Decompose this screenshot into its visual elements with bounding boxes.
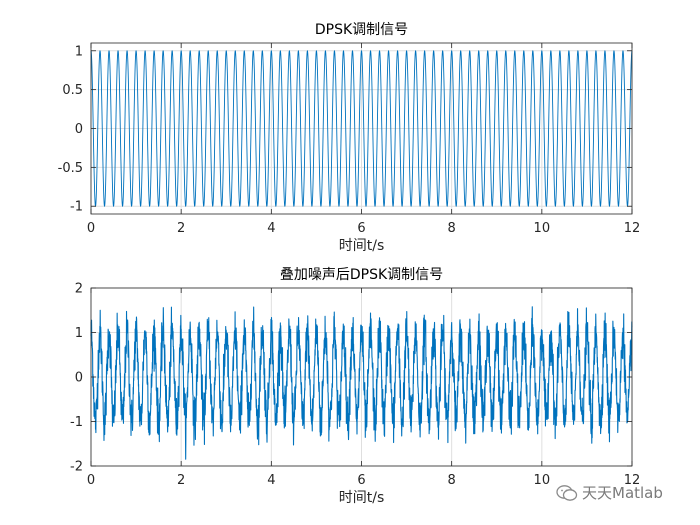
x-tick-label: 4 — [267, 221, 275, 236]
y-tick-label: 0 — [75, 122, 83, 137]
x-tick-label: 12 — [624, 221, 641, 236]
chart-title: DPSK调制信号 — [315, 22, 408, 38]
x-tick-label: 6 — [357, 473, 365, 488]
wechat-icon — [556, 484, 578, 501]
x-tick-label: 2 — [177, 473, 185, 488]
signal-line — [90, 306, 633, 460]
x-axis-label: 时间t/s — [339, 490, 385, 506]
x-tick-label: 10 — [534, 221, 551, 236]
y-tick-label: 0.5 — [62, 83, 83, 98]
signal-line — [90, 50, 633, 207]
x-tick-label: 6 — [357, 221, 365, 236]
y-tick-label: -1 — [70, 415, 83, 430]
x-tick-label: 0 — [87, 221, 95, 236]
x-tick-label: 0 — [87, 473, 95, 488]
y-tick-label: -1 — [70, 200, 83, 215]
y-tick-label: -0.5 — [58, 161, 83, 176]
x-tick-label: 8 — [448, 221, 456, 236]
chart-title: 叠加噪声后DPSK调制信号 — [280, 267, 443, 283]
y-tick-label: 1 — [75, 326, 83, 341]
watermark: 天天Matlab — [556, 482, 663, 503]
x-tick-label: 12 — [624, 473, 641, 488]
x-tick-label: 10 — [534, 473, 551, 488]
x-tick-label: 8 — [448, 473, 456, 488]
watermark-text: 天天Matlab — [582, 484, 663, 502]
y-tick-label: 0 — [75, 371, 83, 386]
x-tick-label: 4 — [267, 473, 275, 488]
y-tick-label: -2 — [70, 460, 83, 475]
y-tick-label: 1 — [75, 44, 83, 59]
x-axis-label: 时间t/s — [339, 238, 385, 254]
x-tick-label: 2 — [177, 221, 185, 236]
y-tick-label: 2 — [75, 282, 83, 297]
